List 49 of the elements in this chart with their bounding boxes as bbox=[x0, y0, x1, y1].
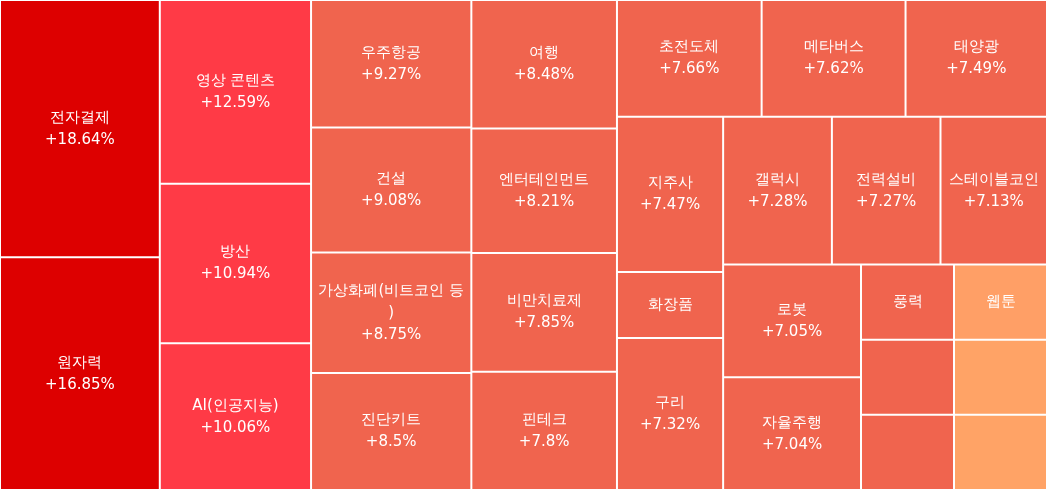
data-label: +7.32% bbox=[639, 414, 701, 433]
category-label: 건설 bbox=[376, 168, 407, 187]
category-label: 우주항공 bbox=[361, 42, 422, 61]
data-label: +7.13% bbox=[963, 191, 1024, 210]
data-label: +10.94% bbox=[200, 264, 271, 283]
data-label: +9.27% bbox=[361, 64, 422, 83]
data-label: +8.5% bbox=[365, 432, 417, 451]
category-label: 구리 bbox=[655, 392, 686, 411]
category-label: 진단키트 bbox=[361, 410, 422, 429]
category-label: 방산 bbox=[220, 242, 251, 261]
category-label: 가상화폐(비트코인 등) bbox=[318, 280, 465, 321]
data-label: +7.66% bbox=[659, 59, 720, 78]
data-label: +10.06% bbox=[200, 417, 271, 436]
category-label: 핀테크 bbox=[521, 409, 567, 428]
data-label: +9.08% bbox=[361, 190, 422, 209]
data-label: +7.85% bbox=[514, 313, 575, 332]
category-label: AI(인공지능) bbox=[192, 395, 279, 414]
category-label: 엔터테인먼트 bbox=[499, 169, 590, 188]
category-label: 태양광 bbox=[953, 37, 999, 56]
category-label: 전력설비 bbox=[856, 169, 917, 188]
category-label: 갤럭시 bbox=[755, 169, 801, 188]
category-label: 풍력 bbox=[892, 291, 923, 310]
category-label: 지주사 bbox=[647, 173, 693, 192]
category-label: 자율주행 bbox=[762, 412, 823, 431]
data-label: +16.85% bbox=[45, 374, 115, 393]
data-label: +7.8% bbox=[518, 431, 570, 450]
data-label: +7.62% bbox=[803, 59, 864, 78]
category-label: 메타버스 bbox=[803, 37, 864, 56]
category-label: 비만치료제 bbox=[506, 291, 582, 310]
category-label: 초전도체 bbox=[659, 37, 720, 56]
data-label: +7.04% bbox=[761, 434, 823, 453]
data-label: +8.75% bbox=[361, 324, 422, 343]
data-label: +8.48% bbox=[514, 65, 575, 84]
category-label: 원자력 bbox=[57, 352, 103, 371]
data-label: +7.49% bbox=[946, 59, 1007, 78]
category-label: 로봇 bbox=[777, 299, 808, 318]
category-label: 화장품 bbox=[647, 294, 693, 313]
data-label: +7.28% bbox=[747, 191, 808, 210]
category-label: 영상 콘텐츠 bbox=[195, 70, 276, 89]
data-label: +7.27% bbox=[856, 191, 917, 210]
data-label: +7.47% bbox=[639, 195, 701, 214]
data-label: +12.59% bbox=[200, 92, 271, 111]
category-label: 스테이블코인 bbox=[948, 169, 1039, 188]
data-label: +8.21% bbox=[514, 191, 575, 210]
data-label: +7.05% bbox=[761, 321, 823, 340]
category-label: 여행 bbox=[529, 43, 560, 62]
category-label: 웹툰 bbox=[985, 291, 1016, 310]
category-label: 전자결제 bbox=[49, 107, 110, 126]
data-label: +18.64% bbox=[45, 129, 115, 148]
